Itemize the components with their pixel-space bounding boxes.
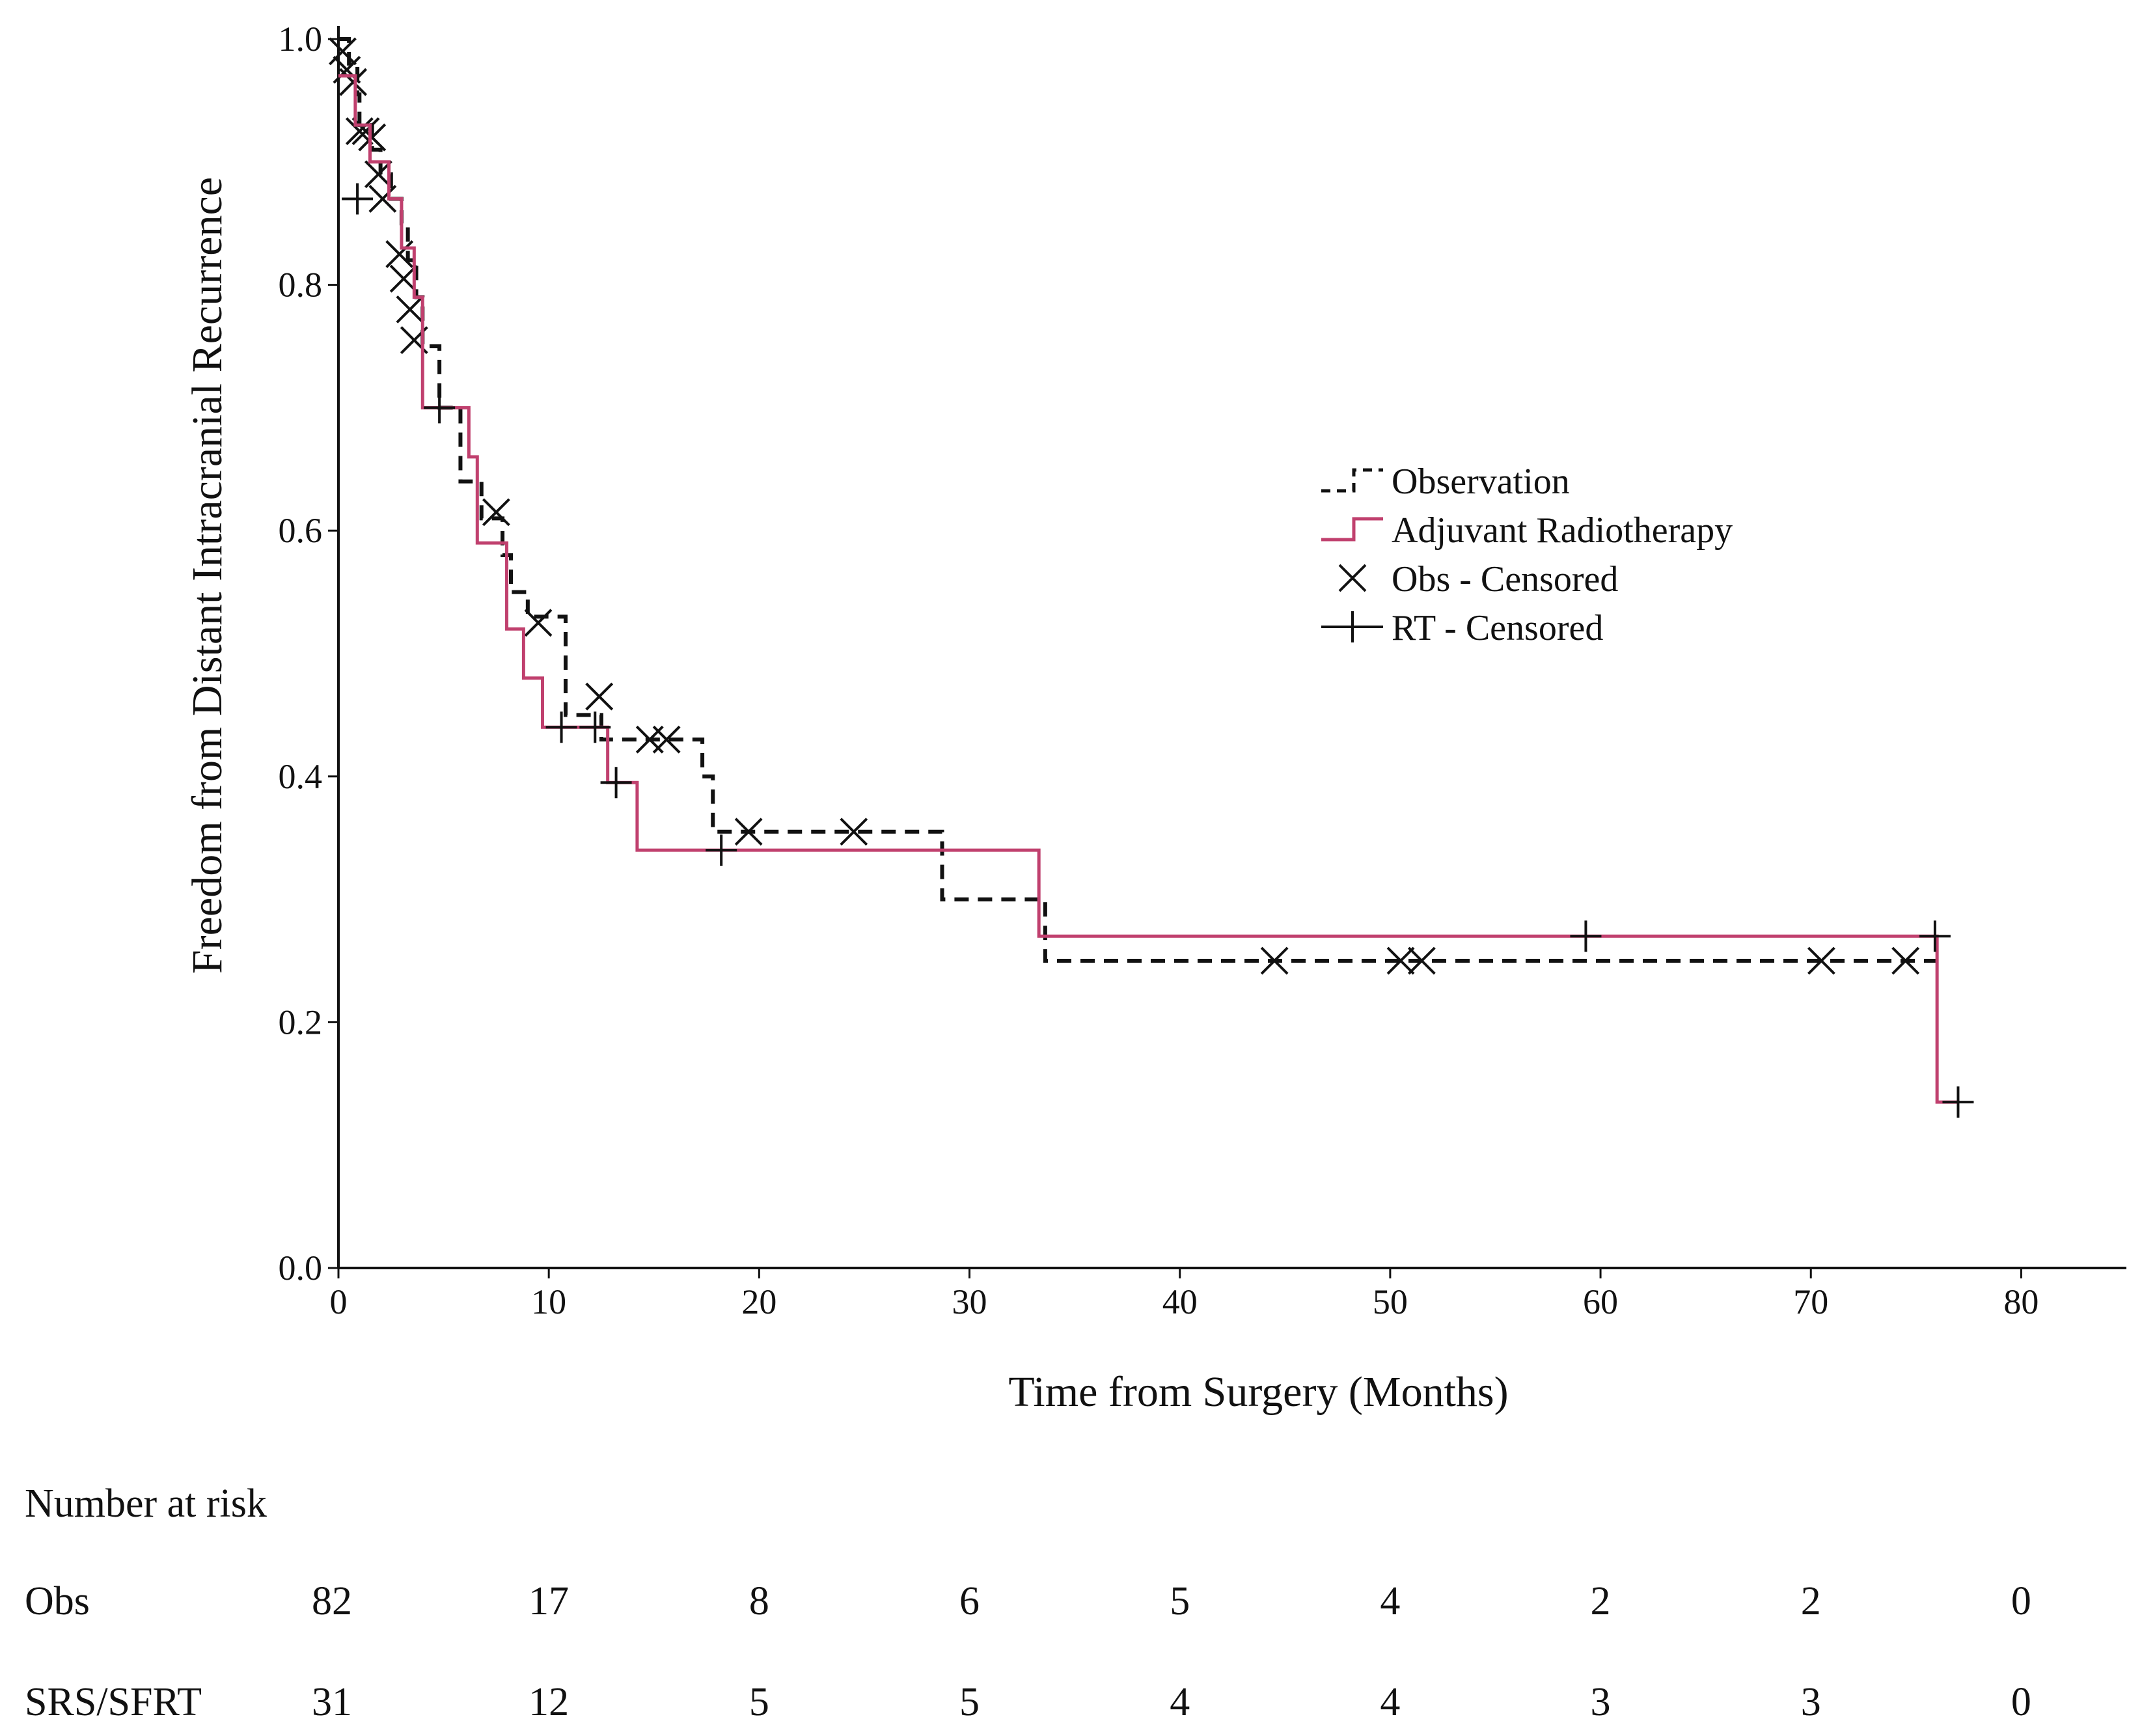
- x-tick-label: 30: [952, 1282, 987, 1321]
- legend-observation-symbol: [1321, 468, 1383, 493]
- x-tick-label: 80: [2003, 1282, 2039, 1321]
- legend-obs-censored-symbol: [1338, 564, 1367, 592]
- x-tick-label: 50: [1373, 1282, 1408, 1321]
- axes: 0 10 20 30 40 50 60 70 80 0.0 0.2 0.4 0.6 0.8 1.0 Time …: [184, 20, 2126, 1416]
- obs-censor-mark: [1891, 946, 1920, 975]
- obs-censor-mark: [339, 68, 368, 96]
- legend-label: Observation: [1392, 462, 1570, 502]
- risk-cell: 3: [1591, 1680, 1611, 1724]
- observation-series: [329, 37, 1938, 975]
- rt-censor-mark: [1942, 1086, 1974, 1118]
- y-tick-label: 0.6: [279, 511, 323, 550]
- rt-censor-mark: [424, 392, 456, 424]
- rt-censor-mark: [1570, 920, 1602, 952]
- y-tick-label: 0.0: [279, 1248, 323, 1288]
- obs-censor-mark: [364, 160, 392, 189]
- risk-cell: 12: [529, 1680, 569, 1724]
- rt-censor-mark: [706, 834, 737, 866]
- risk-cell: 6: [959, 1579, 980, 1623]
- obs-censor-mark: [385, 240, 414, 268]
- rt-censor-mark: [1919, 920, 1951, 952]
- obs-censor-mark: [840, 818, 868, 846]
- y-tick-label: 1.0: [279, 20, 323, 59]
- rt-censor-mark: [600, 767, 632, 799]
- x-tick-label: 40: [1162, 1282, 1198, 1321]
- obs-censor-mark: [734, 818, 763, 846]
- risk-cell: 2: [1591, 1579, 1611, 1623]
- y-tick-label: 0.8: [279, 266, 323, 305]
- y-tick-label: 0.4: [279, 757, 323, 796]
- risk-cell: 4: [1380, 1680, 1400, 1724]
- x-tick-label: 0: [330, 1282, 348, 1321]
- x-tick-label: 20: [741, 1282, 776, 1321]
- risk-table-title: Number at risk: [25, 1481, 267, 1526]
- risk-row-label: SRS/SFRT: [25, 1680, 202, 1724]
- obs-censor-mark: [1260, 946, 1289, 975]
- rt-censor-mark: [342, 183, 374, 215]
- observation-curve: [338, 37, 1938, 963]
- risk-cell: 8: [749, 1579, 769, 1623]
- risk-cell: 3: [1801, 1680, 1821, 1724]
- obs-censor-mark: [524, 609, 553, 637]
- obs-censor-mark: [329, 37, 357, 66]
- y-tick-label: 0.2: [279, 1002, 323, 1041]
- radiotherapy-series: [338, 74, 1974, 1118]
- risk-table: Number at risk Obs 82 17 8 6 5 4 2 2 0 SRS/SFRT 31 12…: [25, 1481, 2031, 1724]
- risk-cell: 0: [2011, 1579, 2031, 1623]
- rt-censor-mark: [545, 711, 577, 743]
- radiotherapy-curve: [338, 74, 1958, 1104]
- risk-cell: 4: [1170, 1680, 1190, 1724]
- x-axis-title: Time from Surgery (Months): [1008, 1368, 1508, 1416]
- x-tick-label: 10: [531, 1282, 566, 1321]
- x-tick-label: 60: [1583, 1282, 1618, 1321]
- obs-censor-mark: [389, 264, 418, 293]
- risk-cell: 17: [529, 1579, 569, 1623]
- legend-label: RT - Censored: [1392, 608, 1603, 648]
- risk-row-label: Obs: [25, 1579, 90, 1623]
- obs-censor-mark: [396, 295, 424, 324]
- series-layer: [329, 37, 1974, 1118]
- risk-cell: 0: [2011, 1680, 2031, 1724]
- x-tick-label: 70: [1793, 1282, 1828, 1321]
- obs-censor-mark: [1407, 946, 1436, 975]
- risk-cell: 31: [312, 1680, 352, 1724]
- obs-censor-mark: [358, 123, 387, 152]
- risk-cell: 82: [312, 1579, 352, 1623]
- obs-censor-mark: [585, 682, 614, 711]
- risk-cell: 2: [1801, 1579, 1821, 1623]
- legend: Observation Adjuvant Radiotherapy Obs - Ce…: [1321, 462, 1733, 648]
- risk-cell: 5: [959, 1680, 980, 1724]
- risk-cell: 4: [1380, 1579, 1400, 1623]
- legend-radiotherapy-symbol: [1321, 517, 1383, 542]
- obs-censor-mark: [1386, 946, 1415, 975]
- risk-cell: 5: [1170, 1579, 1190, 1623]
- legend-label: Obs - Censored: [1392, 559, 1618, 599]
- y-axis-title: Freedom from Distant Intracranial Recurr…: [184, 177, 231, 974]
- obs-censor-mark: [368, 185, 397, 213]
- obs-censor-mark: [652, 725, 681, 754]
- rt-censor-mark: [579, 711, 611, 743]
- risk-cell: 5: [749, 1680, 769, 1724]
- legend-label: Adjuvant Radiotherapy: [1392, 510, 1733, 551]
- obs-censor-mark: [1807, 946, 1835, 975]
- obs-censor-mark: [482, 498, 510, 527]
